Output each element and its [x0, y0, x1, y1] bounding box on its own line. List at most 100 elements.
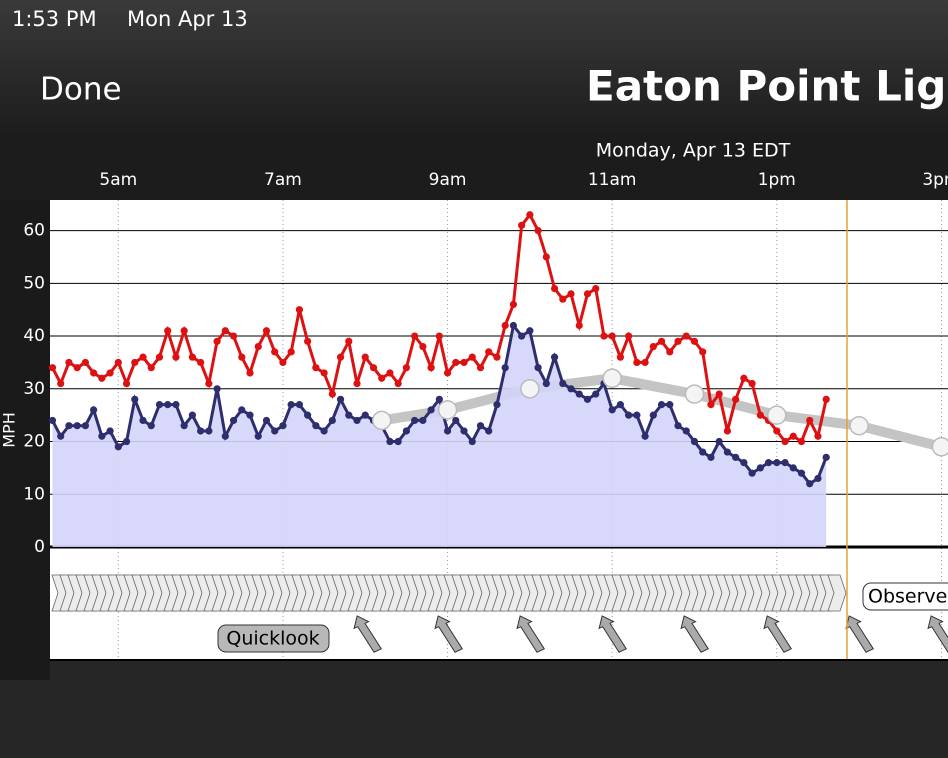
data-point: [740, 374, 748, 382]
data-point: [213, 385, 221, 393]
data-point: [608, 332, 616, 340]
nav-title: Eaton Point Light: [586, 62, 948, 111]
data-point: [756, 411, 764, 419]
forecast-point: [684, 384, 705, 404]
y-tick-label: 60: [23, 221, 45, 241]
data-point: [172, 353, 180, 361]
y-axis-label: MPH: [0, 412, 19, 447]
data-point: [57, 432, 65, 440]
y-tick-label: 30: [23, 379, 45, 399]
data-point: [419, 416, 427, 425]
data-point: [287, 348, 295, 356]
data-point: [641, 358, 649, 367]
data-point: [493, 353, 501, 361]
data-point: [114, 358, 122, 367]
data-point: [616, 353, 625, 361]
nav-background: [0, 0, 948, 137]
data-point: [715, 437, 723, 446]
data-point: [164, 401, 172, 409]
data-point: [443, 427, 452, 435]
data-point: [715, 390, 723, 398]
data-point: [773, 459, 781, 467]
data-point: [682, 427, 690, 435]
status-date: Mon Apr 13: [127, 7, 248, 31]
done-button[interactable]: Done: [40, 72, 122, 108]
data-point: [147, 364, 155, 372]
data-point: [789, 432, 797, 440]
data-point: [542, 379, 550, 388]
data-point: [485, 427, 493, 435]
chart-subtitle: Monday, Apr 13 EDT: [596, 140, 791, 162]
data-point: [657, 337, 666, 345]
data-point: [773, 427, 781, 435]
data-point: [559, 295, 567, 303]
data-point: [73, 422, 81, 430]
data-point: [394, 379, 402, 388]
data-point: [229, 332, 238, 340]
data-point: [625, 332, 633, 340]
data-point: [48, 416, 57, 425]
data-point: [690, 437, 699, 446]
data-point: [690, 337, 699, 345]
forecast-point: [520, 379, 540, 399]
data-point: [781, 459, 789, 467]
y-tick-label: 20: [23, 432, 45, 452]
x-tick-label: 7am: [264, 170, 302, 190]
data-point: [65, 358, 73, 367]
data-point: [732, 395, 740, 403]
data-point: [205, 427, 213, 435]
data-point: [114, 443, 122, 451]
button-label[interactable]: Quicklook: [226, 628, 319, 650]
data-point: [740, 459, 748, 467]
button-shape[interactable]: [862, 582, 948, 611]
data-point: [81, 358, 89, 367]
data-point: [592, 390, 600, 398]
data-point: [345, 411, 353, 419]
button-shape[interactable]: [217, 624, 330, 653]
data-point: [353, 416, 361, 425]
data-point: [764, 459, 773, 467]
forecast-arrow: [927, 615, 948, 653]
forecast-point: [371, 410, 392, 431]
data-point: [476, 422, 485, 430]
data-point: [723, 448, 732, 456]
data-point: [443, 369, 452, 377]
data-point: [583, 290, 592, 298]
data-point: [682, 332, 690, 340]
data-point: [468, 437, 476, 446]
data-point: [485, 348, 493, 356]
data-point: [797, 437, 806, 446]
data-point: [98, 374, 106, 382]
data-point: [781, 437, 789, 446]
data-point: [534, 364, 542, 372]
x-tick-label: 1pm: [758, 170, 796, 190]
data-point: [131, 395, 139, 403]
data-point: [122, 437, 131, 446]
data-point: [369, 364, 378, 372]
data-point: [822, 395, 830, 403]
data-point: [625, 411, 633, 419]
data-point: [262, 416, 271, 425]
data-point: [279, 358, 287, 367]
data-point: [732, 453, 740, 461]
data-point: [164, 327, 172, 335]
data-point: [608, 406, 616, 414]
data-point: [188, 411, 196, 419]
data-point: [106, 369, 114, 377]
direction-chevron: [827, 574, 847, 612]
forecast-arrow: [845, 615, 875, 653]
data-point: [221, 432, 229, 440]
data-point: [320, 427, 328, 435]
data-point: [806, 416, 814, 425]
data-point: [90, 369, 98, 377]
button-label[interactable]: Observed: [868, 586, 948, 608]
data-point: [435, 332, 443, 340]
data-point: [139, 353, 147, 361]
data-point: [336, 353, 345, 361]
data-point: [427, 406, 435, 414]
data-point: [287, 401, 295, 409]
observed-button[interactable]: Observed: [862, 582, 948, 611]
quicklook-button[interactable]: Quicklook: [217, 624, 330, 653]
data-point: [756, 464, 764, 472]
